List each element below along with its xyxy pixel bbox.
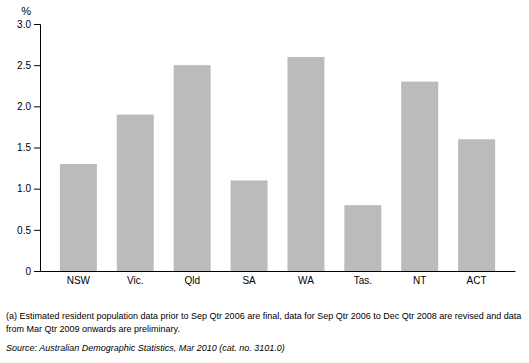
x-tick-label: NT bbox=[413, 275, 426, 286]
y-axis: 0 0.5 1.0 1.5 2.0 2.5 3.0 bbox=[17, 19, 40, 277]
bars bbox=[60, 57, 495, 271]
y-tick-label: 1.5 bbox=[17, 142, 31, 153]
y-tick-label: 2.0 bbox=[17, 101, 31, 112]
y-tick: 0 bbox=[25, 266, 40, 277]
x-tick: ACT bbox=[467, 271, 487, 286]
source: Source: Australian Demographic Statistic… bbox=[6, 343, 285, 353]
y-tick-label: 0.5 bbox=[17, 225, 31, 236]
x-axis-line bbox=[41, 271, 516, 272]
x-tick: WA bbox=[298, 271, 314, 286]
x-tick: Tas. bbox=[354, 271, 372, 286]
y-tick: 1.0 bbox=[17, 183, 40, 194]
y-tick-mark bbox=[34, 65, 40, 66]
x-tick: SA bbox=[242, 271, 256, 286]
y-tick-mark bbox=[34, 271, 40, 272]
y-tick: 1.5 bbox=[17, 142, 40, 153]
y-tick-mark bbox=[34, 24, 40, 25]
x-tick: Qld bbox=[184, 271, 200, 286]
y-axis-line bbox=[34, 25, 41, 272]
bar bbox=[401, 82, 438, 271]
y-tick: 0.5 bbox=[17, 225, 40, 236]
x-axis: NSW Vic. Qld SA WA Tas. NT ACT bbox=[41, 271, 516, 286]
footnote: (a) Estimated resident population data p… bbox=[6, 311, 521, 321]
bar bbox=[287, 57, 324, 271]
y-tick-mark bbox=[34, 106, 40, 107]
bar bbox=[458, 139, 495, 271]
y-tick-label: 2.5 bbox=[17, 60, 31, 71]
x-tick-label: ACT bbox=[467, 275, 487, 286]
y-tick-mark bbox=[34, 230, 40, 231]
y-tick-label: 0 bbox=[25, 266, 31, 277]
y-tick: 3.0 bbox=[17, 19, 40, 30]
bar bbox=[117, 115, 154, 271]
x-tick: NSW bbox=[67, 271, 91, 286]
plot: 0 0.5 1.0 1.5 2.0 2.5 3.0 NSW Vic. Qld SA WA Tas. NT A… bbox=[17, 5, 515, 286]
y-tick: 2.0 bbox=[17, 101, 40, 112]
x-tick-label: WA bbox=[298, 275, 314, 286]
bar bbox=[174, 65, 211, 271]
x-tick: NT bbox=[413, 271, 426, 286]
x-tick: Vic. bbox=[127, 271, 143, 286]
x-tick-label: Vic. bbox=[127, 275, 143, 286]
bar bbox=[344, 205, 381, 271]
y-tick-label: 1.0 bbox=[17, 183, 31, 194]
x-tick-label: Tas. bbox=[354, 275, 372, 286]
y-axis-label: % bbox=[21, 5, 31, 17]
y-tick-mark bbox=[34, 148, 40, 149]
chart: 0 0.5 1.0 1.5 2.0 2.5 3.0 NSW Vic. Qld SA WA Tas. NT A… bbox=[0, 0, 529, 363]
bar bbox=[60, 164, 97, 271]
y-tick-label: 3.0 bbox=[17, 19, 31, 30]
bar bbox=[231, 180, 268, 271]
y-tick-mark bbox=[34, 189, 40, 190]
x-tick-label: NSW bbox=[67, 275, 91, 286]
x-tick-label: Qld bbox=[184, 275, 200, 286]
footnote: from Mar Qtr 2009 onwards are preliminar… bbox=[6, 324, 180, 334]
y-tick: 2.5 bbox=[17, 60, 40, 71]
x-tick-label: SA bbox=[242, 275, 256, 286]
